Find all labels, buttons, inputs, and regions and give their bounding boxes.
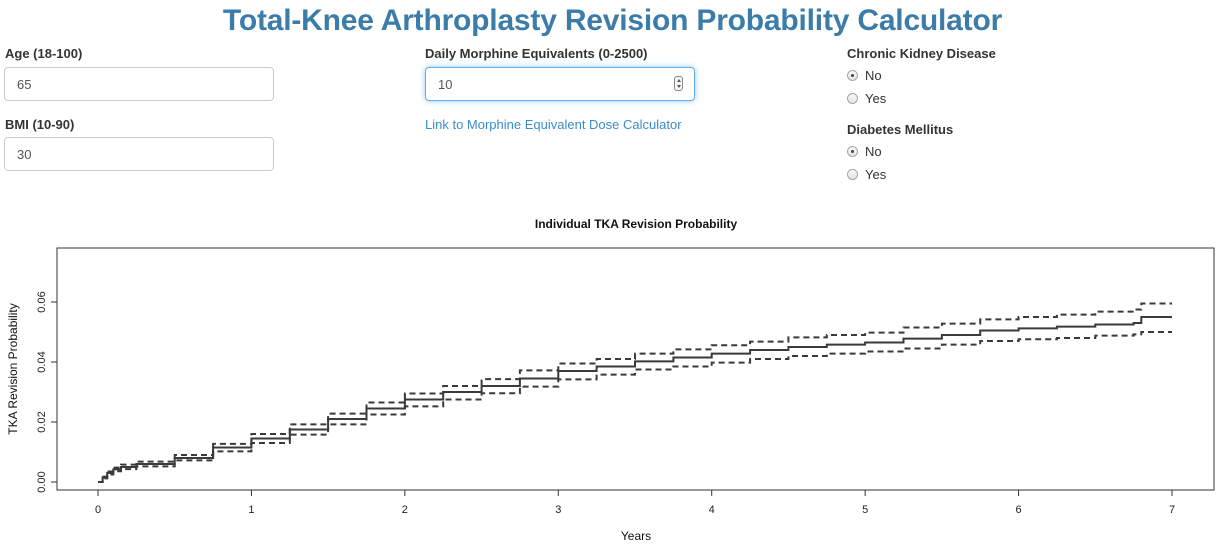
bmi-label: BMI (10-90) [5,117,75,132]
x-axis: 0 1 2 3 4 5 6 7 [95,490,1175,516]
diabetes-label: Diabetes Mellitus [847,122,954,137]
x-tick-label: 1 [248,504,254,516]
x-tick-label: 3 [555,504,561,516]
y-axis: 0.00 0.02 0.04 0.06 [36,291,57,493]
x-tick-label: 2 [402,504,408,516]
ckd-label: Chronic Kidney Disease [847,46,996,61]
revision-probability-chart: Individual TKA Revision Probability 0 1 2 3… [6,217,1215,543]
diabetes-option-no-label: No [865,144,882,159]
x-tick-label: 4 [709,504,715,516]
radio-checked-icon[interactable] [847,70,858,81]
confidence-band-line [98,302,1172,483]
chart-title: Individual TKA Revision Probability [535,217,738,231]
y-tick-label: 0.02 [36,411,48,432]
y-tick-label: 0.04 [36,351,48,372]
y-tick-label: 0.06 [36,291,48,312]
x-tick-label: 5 [862,504,868,516]
plot-frame [56,247,1215,491]
ckd-option-yes-label: Yes [865,91,887,106]
x-tick-label: 7 [1169,504,1175,516]
morphine-stepper[interactable] [674,76,683,91]
age-input[interactable] [4,67,274,101]
y-tick-label: 0.00 [36,471,48,492]
y-axis-label: TKA Revision Probability [6,303,20,434]
radio-unchecked-icon[interactable] [847,93,858,104]
morphine-label: Daily Morphine Equivalents (0-2500) [425,46,648,61]
diabetes-option-yes-label: Yes [865,167,887,182]
page-title: Total-Knee Arthroplasty Revision Probabi… [222,4,1003,37]
series-layer [98,302,1172,483]
diabetes-option-yes[interactable]: Yes [847,167,886,182]
stepper-up-icon[interactable] [677,79,681,82]
age-label: Age (18-100) [5,46,83,61]
morphine-calculator-link[interactable]: Link to Morphine Equivalent Dose Calcula… [425,117,682,132]
ckd-option-no[interactable]: No [847,68,882,83]
x-axis-label: Years [621,529,651,543]
confidence-band-line [98,331,1172,483]
ckd-option-yes[interactable]: Yes [847,91,886,106]
diabetes-option-no[interactable]: No [847,144,882,159]
radio-checked-icon[interactable] [847,146,858,157]
bmi-input[interactable] [4,137,274,171]
radio-unchecked-icon[interactable] [847,169,858,180]
x-tick-label: 6 [1016,504,1022,516]
ckd-option-no-label: No [865,68,882,83]
morphine-input[interactable] [425,67,695,101]
estimate-line [98,316,1172,483]
x-tick-label: 0 [95,504,101,516]
stepper-down-icon[interactable] [677,85,681,88]
